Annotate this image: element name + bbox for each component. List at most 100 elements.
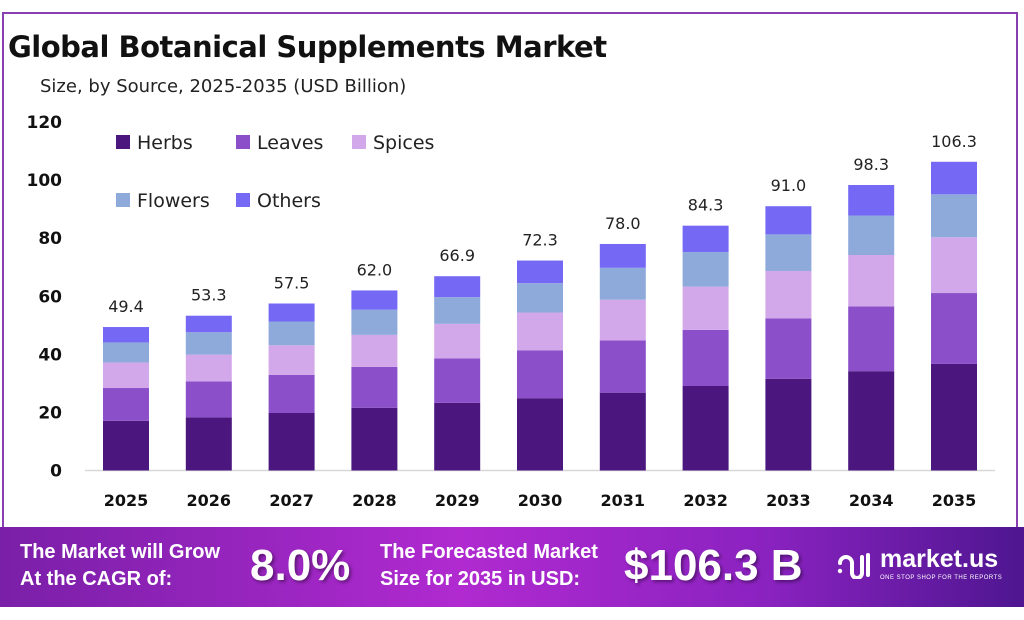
total-data-label: 91.0 <box>771 176 807 195</box>
y-tick-label: 20 <box>38 403 62 423</box>
bar-segment-others <box>185 315 232 333</box>
bar-segment-flowers <box>765 234 812 271</box>
y-tick-label: 120 <box>27 113 63 133</box>
legend-label-leaves: Leaves <box>257 132 323 154</box>
forecast-label-line2: Size for 2035 in USD: <box>380 568 581 590</box>
bar-segment-spices <box>599 299 646 341</box>
cagr-label-line1: The Market will Grow <box>20 541 221 563</box>
cagr-value: 8.0% <box>250 541 351 590</box>
bar-segment-flowers <box>682 252 729 287</box>
bar-segment-flowers <box>599 267 646 300</box>
bar-segment-flowers <box>103 342 149 363</box>
bar-segment-herbs <box>599 392 646 471</box>
x-tick-label: 2030 <box>518 491 563 510</box>
x-tick-label: 2027 <box>269 491 314 510</box>
bar-segment-others <box>103 327 149 343</box>
legend-label-others: Others <box>257 190 321 212</box>
bar-segment-spices <box>103 362 149 389</box>
bar-segment-spices <box>268 345 315 375</box>
legend-swatch-herbs <box>116 135 130 149</box>
y-tick-label: 100 <box>27 171 63 191</box>
bar-segment-flowers <box>351 309 398 335</box>
y-tick-label: 0 <box>50 462 62 482</box>
logo-tagline: ONE STOP SHOP FOR THE REPORTS <box>880 575 1003 581</box>
chart-title: Global Botanical Supplements Market <box>8 30 607 64</box>
bar-segment-leaves <box>682 329 729 386</box>
forecast-label: The Forecasted Market Size for 2035 in U… <box>380 539 598 593</box>
x-tick-label: 2028 <box>352 491 397 510</box>
bar-segment-spices <box>931 237 977 294</box>
total-data-label: 66.9 <box>439 246 475 265</box>
bar-segment-flowers <box>848 215 895 256</box>
bar-segment-flowers <box>185 332 232 355</box>
bar-segment-spices <box>185 354 232 382</box>
bar-segment-flowers <box>517 283 563 313</box>
bar-segment-spices <box>434 323 481 359</box>
bar-segment-leaves <box>434 358 481 403</box>
y-tick-label: 80 <box>38 229 62 249</box>
bar-segment-others <box>848 185 895 216</box>
legend-swatch-spices <box>352 135 366 149</box>
bar-segment-others <box>682 225 729 253</box>
total-data-label: 72.3 <box>522 231 558 250</box>
y-tick-label: 40 <box>38 345 62 365</box>
chart-subtitle: Size, by Source, 2025-2035 (USD Billion) <box>40 76 407 97</box>
forecast-label-line1: The Forecasted Market <box>380 541 598 563</box>
cagr-label-line2: At the CAGR of: <box>20 568 173 590</box>
bar-segment-leaves <box>185 381 232 418</box>
total-data-label: 57.5 <box>274 274 310 293</box>
bar-segment-spices <box>682 286 729 330</box>
total-data-label: 98.3 <box>853 155 889 174</box>
x-tick-label: 2032 <box>683 491 728 510</box>
cagr-label: The Market will Grow At the CAGR of: <box>20 539 220 593</box>
bar-segment-herbs <box>517 398 563 471</box>
market-us-logo: market.us ONE STOP SHOP FOR THE REPORTS <box>836 545 1002 583</box>
stacked-bar-chart: 0 20 40 60 80 100 120 49.4 2025 53.3 2026 57.5 2027 6… <box>27 113 995 510</box>
x-tick-label: 2035 <box>932 491 977 510</box>
bar-segment-spices <box>517 312 563 351</box>
bar-segment-herbs <box>351 407 398 471</box>
forecast-value: $106.3 B <box>624 541 803 590</box>
total-data-label: 78.0 <box>605 214 641 233</box>
x-tick-label: 2031 <box>601 491 646 510</box>
bar-segment-others <box>931 161 977 195</box>
bar-segment-others <box>599 243 646 268</box>
bar-segment-herbs <box>103 420 149 471</box>
bar-segment-leaves <box>931 293 977 364</box>
legend-swatch-others <box>236 193 250 207</box>
bar-segment-herbs <box>185 417 232 471</box>
legend-swatch-leaves <box>236 135 250 149</box>
bar-segment-flowers <box>268 321 315 346</box>
bar-segment-leaves <box>351 366 398 408</box>
bar-segment-herbs <box>848 371 895 471</box>
x-tick-label: 2033 <box>766 491 811 510</box>
x-tick-label: 2026 <box>187 491 232 510</box>
bar-segment-leaves <box>765 318 812 379</box>
bar-segment-others <box>434 276 481 298</box>
bar-segment-others <box>268 303 315 322</box>
bar-segment-others <box>351 290 398 310</box>
bar-segment-others <box>765 206 812 235</box>
bar-segment-others <box>517 260 563 284</box>
legend-label-herbs: Herbs <box>137 132 193 154</box>
bar-segment-herbs <box>434 402 481 471</box>
x-tick-label: 2029 <box>435 491 480 510</box>
bar-segment-spices <box>848 255 895 307</box>
footer-banner: The Market will Grow At the CAGR of: 8.0… <box>0 527 1024 607</box>
bar-segment-leaves <box>517 350 563 399</box>
bar-segment-spices <box>765 270 812 319</box>
total-data-label: 84.3 <box>688 196 724 215</box>
bar-segment-leaves <box>599 340 646 393</box>
total-data-label: 53.3 <box>191 286 227 305</box>
legend-swatch-flowers <box>116 193 130 207</box>
total-data-label: 62.0 <box>357 260 393 279</box>
bar-segment-flowers <box>931 194 977 238</box>
bar-segment-herbs <box>765 378 812 471</box>
total-data-label: 106.3 <box>931 132 977 151</box>
x-tick-label: 2025 <box>104 491 149 510</box>
x-tick-label: 2034 <box>849 491 894 510</box>
total-data-label: 49.4 <box>108 297 144 316</box>
legend-label-spices: Spices <box>373 132 434 154</box>
bar-segment-leaves <box>103 388 149 421</box>
bar-segment-flowers <box>434 297 481 324</box>
